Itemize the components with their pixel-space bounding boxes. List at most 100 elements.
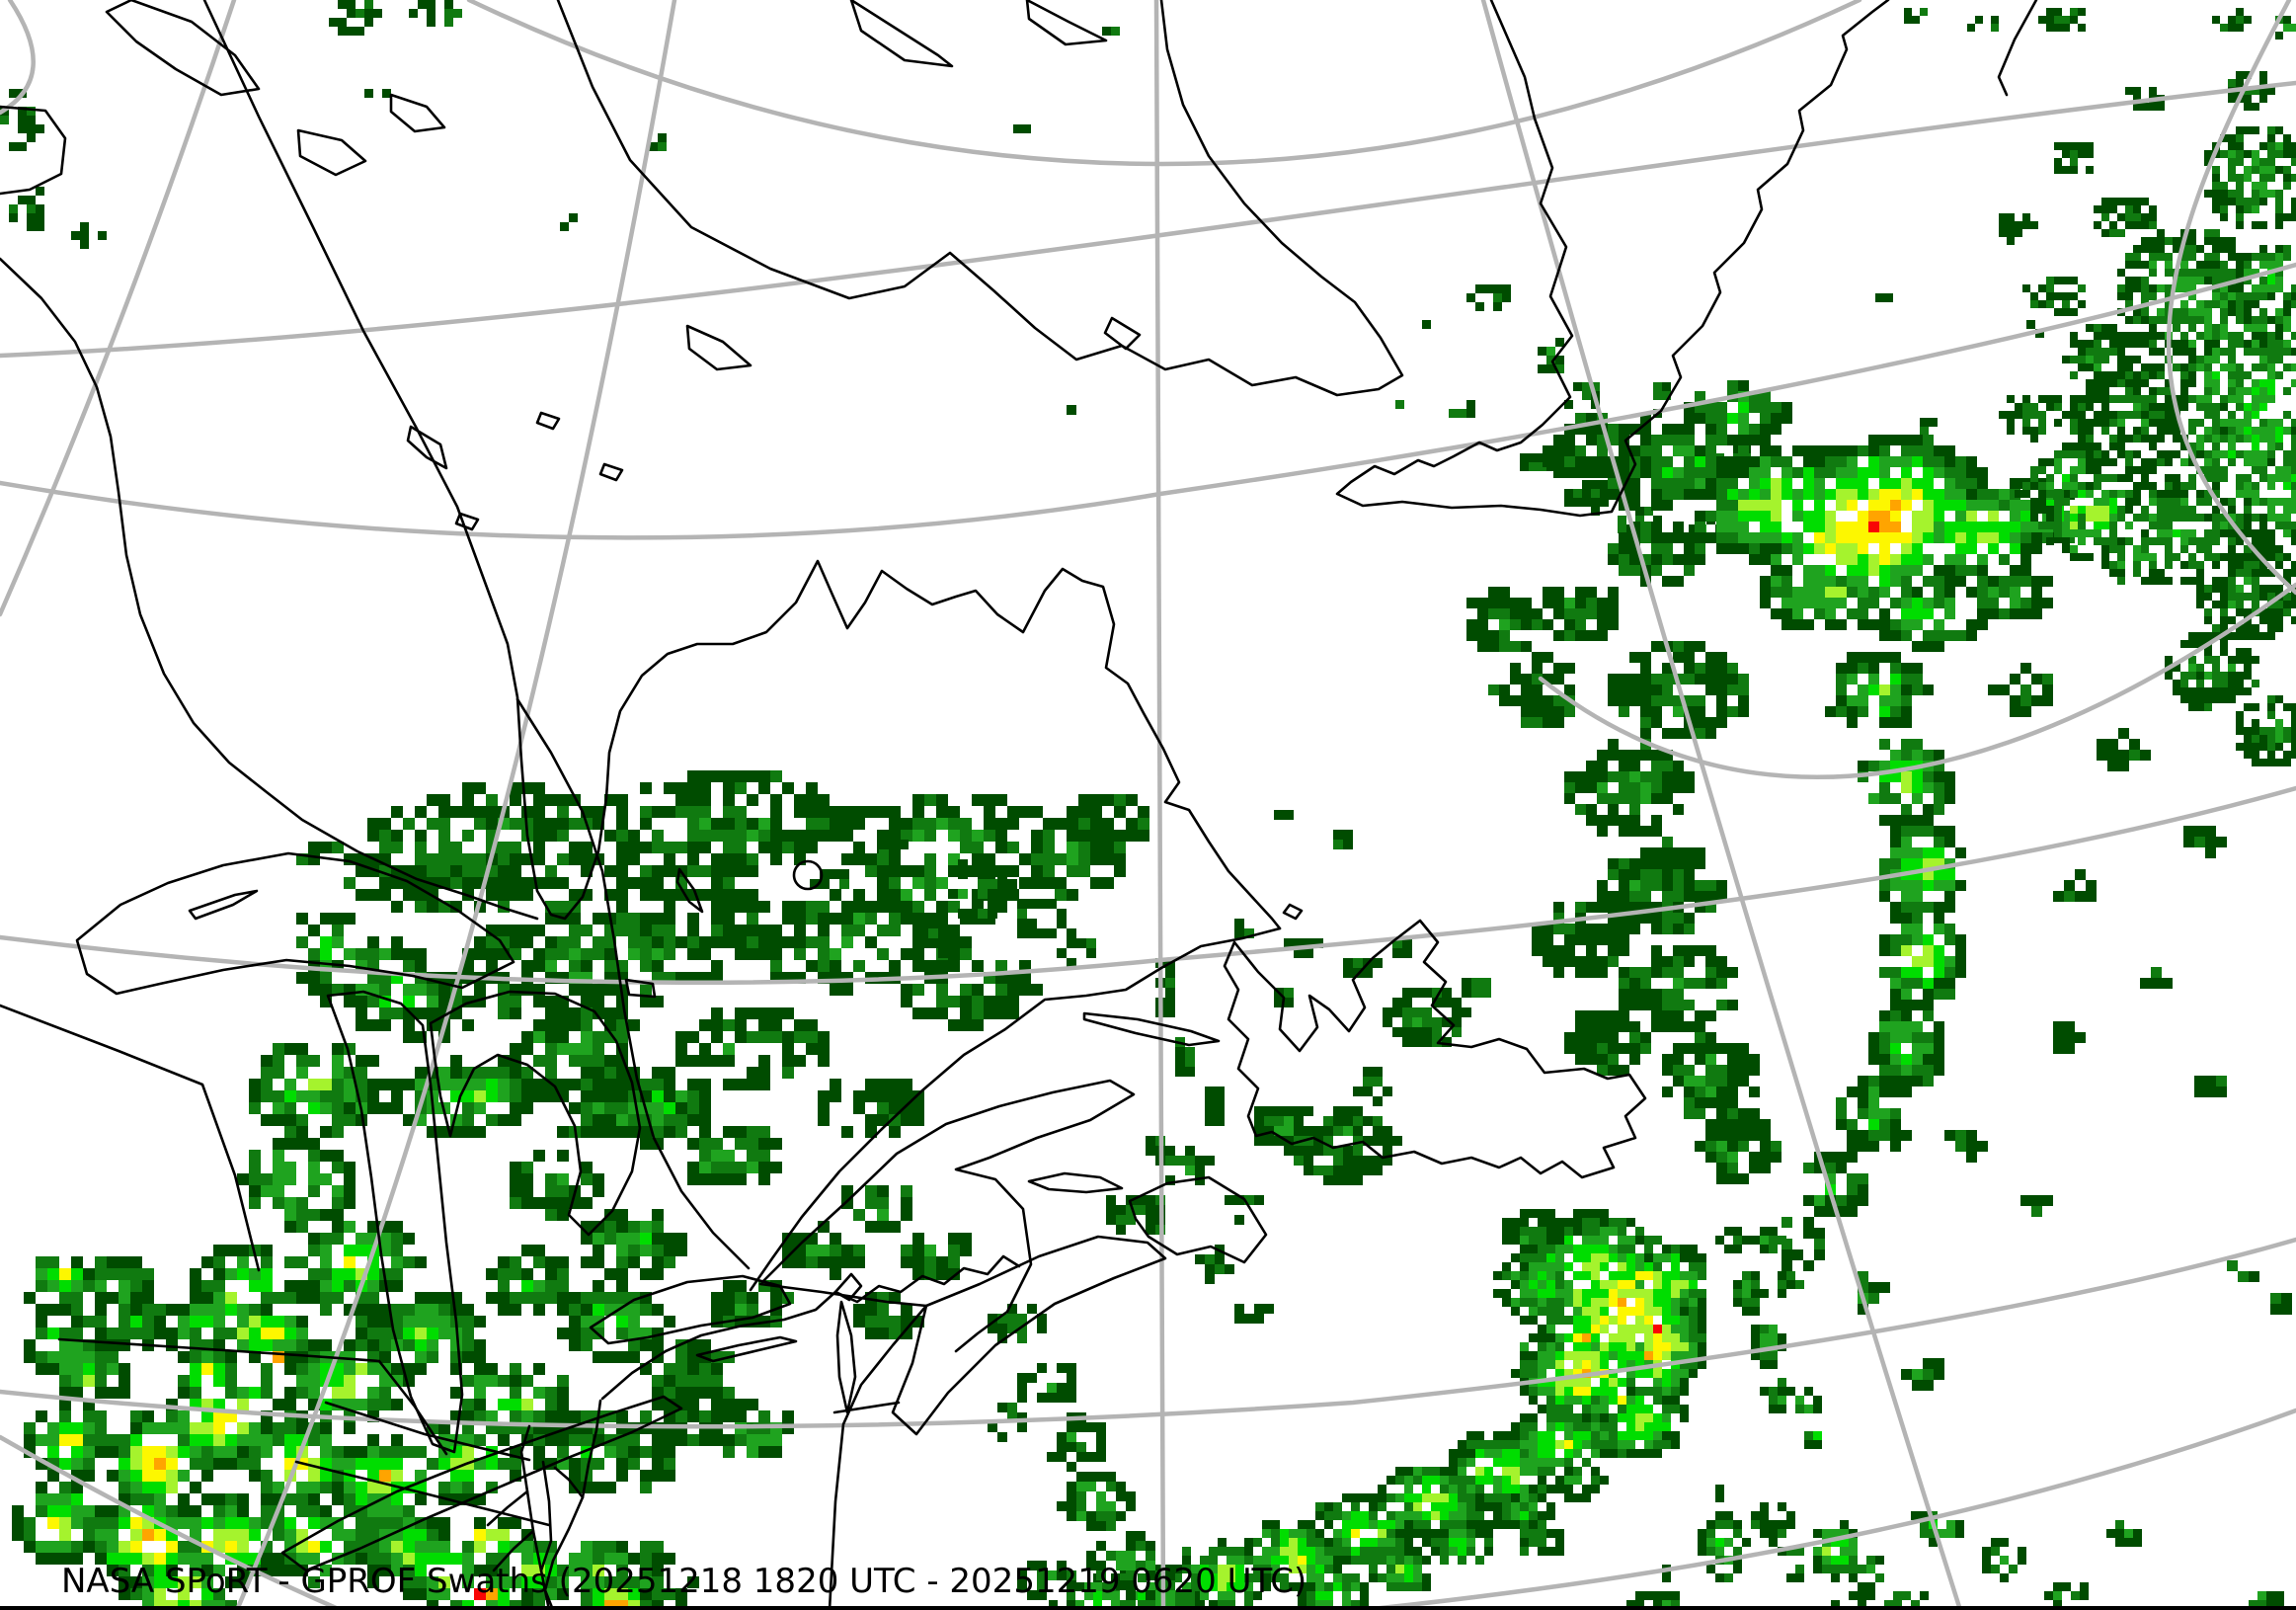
precip-cell [379,818,391,830]
precip-cell [1727,1065,1738,1076]
precip-cell [675,1090,687,1102]
precip-cell [225,1434,237,1446]
precip-cell [2228,537,2236,545]
precip-cell [403,1304,415,1316]
precip-cell [1847,532,1858,543]
precip-cell [273,1316,284,1328]
precip-cell [640,842,652,853]
precip-cell [604,984,616,996]
precip-cell [510,782,521,794]
precip-cell [1555,364,1564,373]
precip-cell [1771,445,1781,456]
precip-cell [2244,387,2252,395]
precip-cell [1901,587,1912,598]
precip-cell [2291,213,2296,221]
precip-cell [332,936,344,948]
precip-cell [1890,771,1901,782]
precip-cell [699,889,711,901]
precip-cell [367,1316,379,1328]
precip-cell [652,1339,664,1351]
precip-cell [1695,522,1705,532]
precip-cell [356,1458,367,1470]
precip-cell [332,1126,344,1138]
precip-cell [2267,126,2275,134]
precip-cell [770,830,782,842]
precip-cell [2188,237,2196,245]
precip-cell [557,1031,569,1043]
precip-cell [1543,587,1553,598]
precip-cell [1619,934,1629,945]
precip-cell [1890,978,1901,989]
precip-cell [1644,507,1653,516]
precip-cell [1966,511,1977,522]
precip-cell [1890,1032,1901,1043]
precip-cell [190,1422,201,1434]
precip-cell [1673,858,1684,869]
precip-cell [1749,511,1760,522]
precip-cell [427,9,435,18]
precip-cell [735,925,747,936]
precip-cell [912,830,924,842]
precip-cell [616,1067,628,1079]
precip-cell [1792,587,1803,598]
precip-cell [1640,456,1651,467]
precip-cell [593,1458,604,1470]
precip-cell [521,1268,533,1280]
precip-cell [1090,806,1102,818]
precip-cell [1944,467,1955,478]
precip-cell [296,1375,308,1387]
precip-cell [1912,815,1923,826]
precip-cell [1716,1119,1727,1130]
precip-cell [237,1493,249,1505]
precip-cell [1847,1173,1858,1184]
precip-cell [782,1031,794,1043]
precip-cell [1640,826,1651,837]
precip-cell [1912,826,1923,837]
precip-cell [1575,630,1586,641]
precip-cell [1422,320,1431,329]
precip-cell [1716,1043,1727,1054]
precip-cell [1466,409,1475,418]
precip-cell [687,770,699,782]
precip-cell [2236,190,2244,198]
precip-cell [2094,387,2101,395]
precip-cell [403,1505,415,1517]
precip-cell [1493,284,1502,293]
precip-cell [1662,891,1673,902]
precip-cell [616,1328,628,1339]
precip-cell [2010,587,2020,598]
precip-cell [2220,292,2228,300]
precip-cell [332,1055,344,1067]
precip-cell [2117,435,2125,443]
precip-cell [2236,134,2244,142]
precip-cell [699,782,711,794]
precip-cell [758,830,770,842]
precip-cell [853,1304,865,1316]
precip-cell [1114,865,1126,877]
precip-cell [1727,1076,1738,1087]
precip-cell [2194,1087,2205,1097]
precip-cell [1684,532,1695,543]
precip-cell [687,1387,699,1399]
precip-cell [1575,587,1586,598]
precip-cell [107,1505,119,1517]
precip-cell [569,913,581,925]
precip-cell [2180,363,2188,371]
precip-cell [2117,284,2125,292]
precip-cell [1955,934,1966,945]
precip-cell [2133,435,2141,443]
precip-cell [2196,395,2204,403]
precip-cell [841,830,853,842]
precip-cell [853,853,865,865]
precip-cell [1977,587,1988,598]
precip-cell [329,18,338,27]
precip-cell [806,806,818,818]
precip-cell [2252,403,2259,411]
precip-cell [1564,400,1573,409]
precip-cell [1738,684,1749,695]
precip-cell [2291,435,2296,443]
precip-cell [1102,27,1111,36]
precip-cell [2031,532,2042,543]
precip-cell [1738,456,1749,467]
precip-cell [912,1245,924,1256]
